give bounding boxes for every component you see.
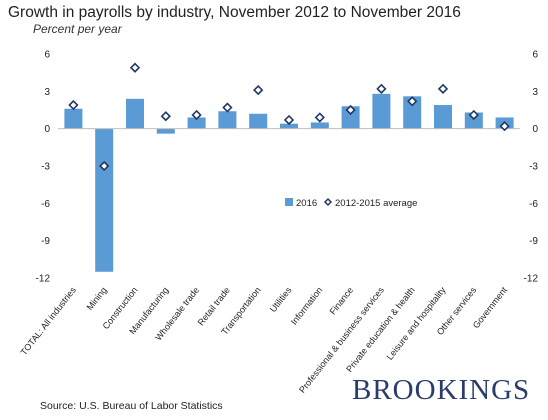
y-tick-right: 0 [532,124,538,135]
bar-2016 [218,111,237,129]
source-note: Source: U.S. Bureau of Labor Statistics [40,400,223,412]
y-tick-left: -12 [36,274,51,285]
y-tick-right: 6 [532,50,538,61]
bar-2016 [403,96,422,129]
y-tick-left: 3 [44,87,50,98]
bar-2016 [310,122,329,129]
average-point [68,99,79,111]
average-point [468,109,479,121]
y-tick-right: -9 [529,236,538,247]
y-tick-left: 0 [44,124,50,135]
brookings-logo: BROOKINGS [352,374,531,406]
y-tick-left: -9 [41,236,50,247]
average-point [191,109,202,121]
y-tick-left: -3 [41,162,50,173]
y-tick-right: 3 [532,87,538,98]
bar-2016 [64,108,83,129]
average-point [314,112,325,123]
average-point [99,160,110,172]
legend-label-average: 2012-2015 average [335,198,417,209]
y-axis-right: -12 -9 -6 -3 0 3 6 [524,50,539,285]
category-label: Mining [85,285,109,312]
category-label: Finance [328,285,356,316]
y-tick-right: -6 [529,199,538,210]
y-tick-right: -3 [529,162,538,173]
category-label: Information [289,285,325,327]
y-tick-right: -12 [524,274,539,285]
average-point [407,96,418,107]
legend-label-2016: 2016 [296,198,317,209]
legend: 2016 2012-2015 average [285,197,417,209]
average-point [345,104,356,116]
category-label: TOTAL: All industries [19,285,79,358]
average-point [499,121,510,132]
average-point [253,84,264,96]
legend-diamond-icon [323,197,333,207]
average-point [160,111,171,122]
bar-2016 [187,117,206,129]
y-axis-left: -12 -9 -6 -3 0 3 6 [36,50,51,285]
average-point [376,83,387,94]
chart-subtitle: Percent per year [33,22,122,36]
average-point [283,114,295,126]
bar-2016 [464,112,483,129]
average-point [437,83,449,94]
bar-2016 [280,123,298,129]
y-tick-left: -6 [41,199,50,210]
category-label: Utilities [268,285,294,314]
average-point [129,62,141,73]
bar-2016 [372,93,391,129]
bar-2016 [156,128,175,134]
average-point [222,102,233,113]
chart-title: Growth in payrolls by industry, November… [8,4,461,21]
legend-swatch-2016 [285,198,293,206]
bar-2016 [341,106,360,129]
y-tick-left: 6 [44,50,50,61]
bar-2016 [126,98,144,129]
average-series [68,62,510,172]
bar-2016 [434,105,452,129]
bar-2016 [249,113,268,129]
bar-2016 [95,128,114,272]
category-label: Leisure and hospitality [385,285,448,362]
